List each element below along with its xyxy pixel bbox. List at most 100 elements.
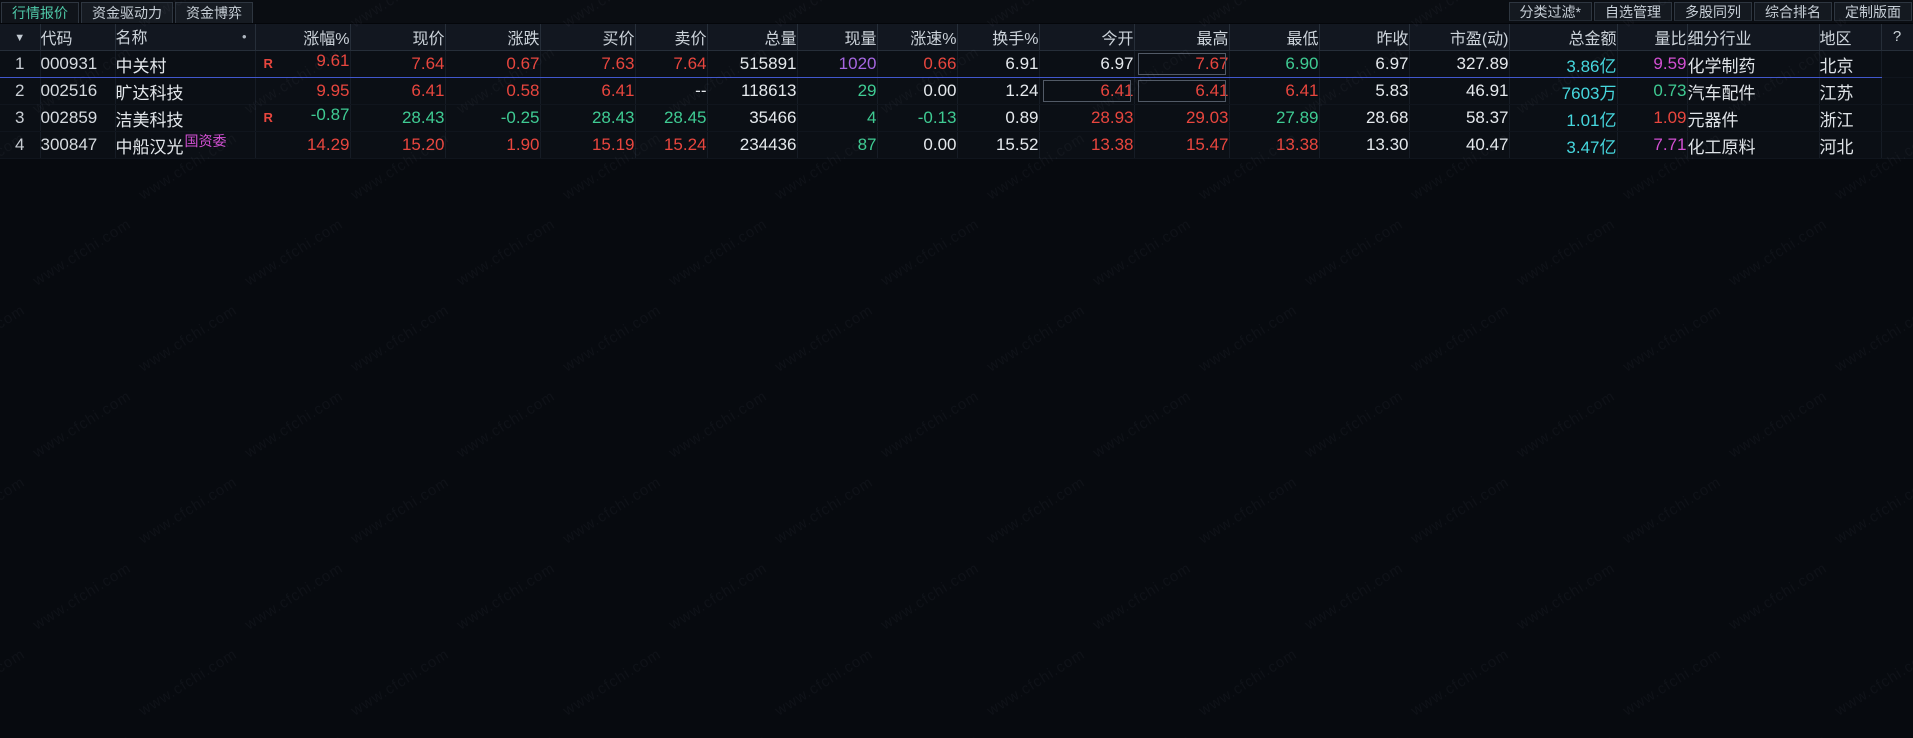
cell-vol-ratio[interactable]: 7.71 [1617, 131, 1688, 159]
cell-amount[interactable]: 3.86亿 [1509, 50, 1618, 78]
col-header-cur-volume[interactable]: 现量 [797, 24, 878, 51]
cell-open[interactable]: 13.38 [1039, 131, 1135, 159]
cell-pct-change[interactable]: R 9.61 [255, 50, 351, 78]
button-composite-rank[interactable]: 综合排名 [1754, 2, 1832, 21]
cell-high[interactable]: 6.41 [1134, 77, 1230, 105]
col-header-code[interactable]: 代码 [40, 24, 116, 51]
cell-high[interactable]: 7.67 [1134, 50, 1230, 78]
cell-industry[interactable]: 元器件 [1687, 104, 1820, 132]
cell-price[interactable]: 6.41 [350, 77, 446, 105]
help-button[interactable]: ? [1881, 24, 1913, 51]
cell-pct-change[interactable]: R -0.87 [255, 104, 351, 132]
cell-cur-volume[interactable]: 4 [797, 104, 878, 132]
col-header-pe[interactable]: 市盈(动) [1409, 24, 1510, 51]
cell-prev-close[interactable]: 6.97 [1319, 50, 1410, 78]
cell-code[interactable]: 002859 [40, 104, 116, 132]
cell-name[interactable]: 中船汉光国资委 [115, 131, 256, 159]
cell-open[interactable]: 6.97 [1039, 50, 1135, 78]
cell-prev-close[interactable]: 5.83 [1319, 77, 1410, 105]
cell-pe[interactable]: 58.37 [1409, 104, 1510, 132]
cell-low[interactable]: 13.38 [1229, 131, 1320, 159]
cell-low[interactable]: 6.90 [1229, 50, 1320, 78]
col-header-sort[interactable]: ▼ [0, 24, 41, 51]
button-multi-stock-view[interactable]: 多股同列 [1674, 2, 1752, 21]
cell-region[interactable]: 河北 [1819, 131, 1882, 159]
cell-volume[interactable]: 515891 [707, 50, 798, 78]
cell-ask[interactable]: 28.45 [635, 104, 708, 132]
cell-pe[interactable]: 327.89 [1409, 50, 1510, 78]
cell-speed[interactable]: -0.13 [877, 104, 958, 132]
cell-change[interactable]: 0.67 [445, 50, 541, 78]
col-header-open[interactable]: 今开 [1039, 24, 1135, 51]
cell-amount[interactable]: 3.47亿 [1509, 131, 1618, 159]
cell-high[interactable]: 29.03 [1134, 104, 1230, 132]
cell-industry[interactable]: 化工原料 [1687, 131, 1820, 159]
cell-name[interactable]: 旷达科技 [115, 77, 256, 105]
col-header-pct-change[interactable]: 涨幅% [255, 24, 351, 51]
cell-amount[interactable]: 7603万 [1509, 77, 1618, 105]
col-header-turnover[interactable]: 换手% [957, 24, 1040, 51]
cell-speed[interactable]: 0.00 [877, 77, 958, 105]
col-header-industry[interactable]: 细分行业 [1687, 24, 1820, 51]
col-header-price[interactable]: 现价 [350, 24, 446, 51]
cell-prev-close[interactable]: 28.68 [1319, 104, 1410, 132]
cell-row-number[interactable]: 4 [0, 131, 41, 159]
cell-row-number[interactable]: 3 [0, 104, 41, 132]
cell-cur-volume[interactable]: 87 [797, 131, 878, 159]
table-row[interactable]: 4 300847 中船汉光国资委 14.29 15.20 1.90 15.19 … [0, 131, 1913, 159]
cell-region[interactable]: 北京 [1819, 50, 1882, 78]
cell-speed[interactable]: 0.66 [877, 50, 958, 78]
button-watchlist-manage[interactable]: 自选管理 [1594, 2, 1672, 21]
cell-price[interactable]: 28.43 [350, 104, 446, 132]
cell-vol-ratio[interactable]: 0.73 [1617, 77, 1688, 105]
cell-change[interactable]: 0.58 [445, 77, 541, 105]
tab-market-quotes[interactable]: 行情报价 [1, 2, 79, 23]
cell-turnover[interactable]: 1.24 [957, 77, 1040, 105]
cell-amount[interactable]: 1.01亿 [1509, 104, 1618, 132]
cell-bid[interactable]: 15.19 [540, 131, 636, 159]
col-header-vol-ratio[interactable]: 量比 [1617, 24, 1688, 51]
cell-code[interactable]: 300847 [40, 131, 116, 159]
cell-high[interactable]: 15.47 [1134, 131, 1230, 159]
cell-cur-volume[interactable]: 29 [797, 77, 878, 105]
cell-row-number[interactable]: 1 [0, 50, 41, 78]
cell-change[interactable]: 1.90 [445, 131, 541, 159]
col-header-name[interactable]: • 名称 [115, 24, 256, 51]
table-row[interactable]: 2 002516 旷达科技 9.95 6.41 0.58 6.41 -- 118… [0, 77, 1913, 105]
col-header-change[interactable]: 涨跌 [445, 24, 541, 51]
cell-turnover[interactable]: 15.52 [957, 131, 1040, 159]
cell-ask[interactable]: 7.64 [635, 50, 708, 78]
cell-volume[interactable]: 118613 [707, 77, 798, 105]
cell-low[interactable]: 27.89 [1229, 104, 1320, 132]
tab-fund-game[interactable]: 资金博弈 [175, 2, 253, 23]
cell-price[interactable]: 7.64 [350, 50, 446, 78]
button-category-filter[interactable]: 分类过滤* [1508, 2, 1592, 21]
cell-industry[interactable]: 汽车配件 [1687, 77, 1820, 105]
cell-open[interactable]: 6.41 [1039, 77, 1135, 105]
cell-ask[interactable]: -- [635, 77, 708, 105]
cell-pe[interactable]: 46.91 [1409, 77, 1510, 105]
cell-low[interactable]: 6.41 [1229, 77, 1320, 105]
cell-name[interactable]: 洁美科技 [115, 104, 256, 132]
cell-pe[interactable]: 40.47 [1409, 131, 1510, 159]
col-header-ask[interactable]: 卖价 [635, 24, 708, 51]
cell-ask[interactable]: 15.24 [635, 131, 708, 159]
col-header-prev-close[interactable]: 昨收 [1319, 24, 1410, 51]
col-header-amount[interactable]: 总金额 [1509, 24, 1618, 51]
col-header-volume[interactable]: 总量 [707, 24, 798, 51]
cell-region[interactable]: 江苏 [1819, 77, 1882, 105]
cell-open[interactable]: 28.93 [1039, 104, 1135, 132]
cell-change[interactable]: -0.25 [445, 104, 541, 132]
cell-region[interactable]: 浙江 [1819, 104, 1882, 132]
cell-row-number[interactable]: 2 [0, 77, 41, 105]
col-header-low[interactable]: 最低 [1229, 24, 1320, 51]
col-header-speed[interactable]: 涨速% [877, 24, 958, 51]
table-row[interactable]: 3 002859 洁美科技 R -0.87 28.43 -0.25 28.43 2… [0, 104, 1913, 132]
cell-volume[interactable]: 35466 [707, 104, 798, 132]
cell-code[interactable]: 002516 [40, 77, 116, 105]
cell-bid[interactable]: 6.41 [540, 77, 636, 105]
cell-volume[interactable]: 234436 [707, 131, 798, 159]
cell-pct-change[interactable]: 14.29 [255, 131, 351, 159]
cell-bid[interactable]: 28.43 [540, 104, 636, 132]
cell-speed[interactable]: 0.00 [877, 131, 958, 159]
